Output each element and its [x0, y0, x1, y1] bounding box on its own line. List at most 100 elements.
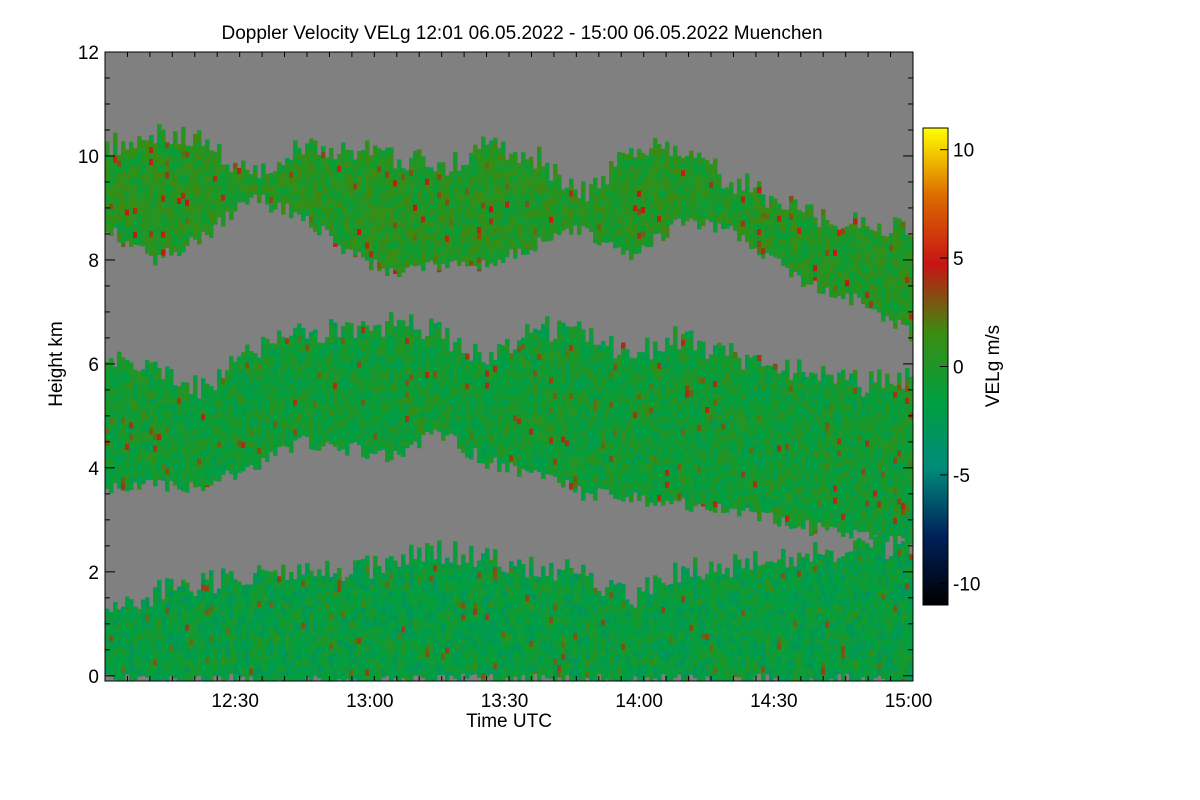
heatmap-cell	[269, 625, 274, 633]
heatmap-cell	[361, 351, 366, 358]
heatmap-cell	[157, 464, 162, 471]
heatmap-cell	[229, 571, 234, 578]
heatmap-cell	[249, 399, 254, 406]
heatmap-cell	[433, 183, 438, 190]
heatmap-cell	[181, 472, 186, 479]
heatmap-cell	[477, 620, 482, 627]
heatmap-cell	[481, 166, 486, 174]
heatmap-cell	[141, 375, 146, 382]
heatmap-cell	[177, 592, 182, 599]
heatmap-cell	[133, 459, 138, 467]
heatmap-cell	[357, 661, 362, 669]
heatmap-cell	[353, 213, 358, 220]
heatmap-cell	[161, 599, 166, 606]
heatmap-cell	[317, 420, 322, 427]
heatmap-cell	[261, 426, 266, 434]
heatmap-cell	[437, 666, 442, 673]
heatmap-cell	[405, 624, 410, 632]
heatmap-cell	[113, 138, 118, 146]
heatmap-cell	[365, 627, 370, 635]
heatmap-cell	[357, 649, 362, 657]
heatmap-cell	[297, 347, 302, 355]
heatmap-cell	[321, 206, 326, 213]
heatmap-cell	[325, 175, 330, 183]
heatmap-cell	[137, 371, 142, 378]
heatmap-cell	[149, 380, 154, 387]
heatmap-cell	[373, 217, 378, 224]
heatmap-cell	[177, 404, 182, 411]
heatmap-cell	[165, 450, 170, 457]
heatmap-cell	[265, 678, 270, 682]
heatmap-cell	[341, 635, 346, 642]
heatmap-cell	[405, 612, 410, 620]
heatmap-cell	[177, 652, 182, 659]
heatmap-cell	[185, 672, 190, 680]
heatmap-cell	[473, 572, 478, 580]
heatmap-cell	[405, 564, 410, 572]
heatmap-cell	[401, 584, 406, 591]
heatmap-cell	[253, 627, 258, 634]
heatmap-cell	[357, 355, 362, 363]
heatmap-cell	[145, 431, 150, 439]
heatmap-cell	[357, 625, 362, 633]
heatmap-cell	[125, 668, 130, 675]
heatmap-cell	[353, 349, 358, 357]
heatmap-cell	[473, 252, 478, 260]
heatmap-cell	[365, 427, 370, 435]
heatmap-cell	[457, 679, 462, 682]
heatmap-cell	[453, 643, 458, 650]
heatmap-cell	[421, 246, 426, 253]
heatmap-cell	[185, 466, 190, 473]
heatmap-cell	[189, 621, 194, 628]
heatmap-cell	[205, 579, 210, 586]
heatmap-cell	[409, 260, 414, 266]
heatmap-cell	[305, 428, 310, 435]
heatmap-cell	[169, 596, 174, 604]
heatmap-cell	[349, 322, 354, 330]
heatmap-cell	[145, 467, 150, 475]
heatmap-cell	[441, 180, 446, 187]
heatmap-cell	[329, 183, 334, 191]
heatmap-cell	[221, 212, 226, 220]
heatmap-cell	[405, 618, 410, 626]
heatmap-cell	[213, 211, 218, 219]
heatmap-cell	[473, 596, 478, 604]
heatmap-cell	[265, 179, 270, 187]
heatmap-cell	[357, 577, 362, 585]
heatmap-cell	[321, 611, 326, 619]
heatmap-cell	[173, 457, 178, 464]
heatmap-cell	[389, 225, 394, 232]
heatmap-cell	[477, 263, 482, 270]
heatmap-cell	[305, 185, 310, 192]
heatmap-cell	[381, 432, 386, 440]
heatmap-cell	[421, 411, 426, 418]
heatmap-cell	[365, 349, 370, 357]
heatmap-cell	[457, 355, 462, 363]
heatmap-cell	[461, 395, 466, 402]
heatmap-cell	[329, 379, 334, 386]
heatmap-cell	[469, 612, 474, 619]
heatmap-cell	[441, 416, 446, 424]
heatmap-cell	[269, 203, 274, 210]
heatmap-cell	[405, 212, 410, 219]
heatmap-cell	[285, 194, 290, 201]
heatmap-cell	[353, 572, 358, 579]
heatmap-cell	[305, 410, 310, 417]
heatmap-cell	[345, 346, 350, 353]
heatmap-cell	[357, 595, 362, 603]
heatmap-cell	[129, 237, 134, 245]
heatmap-cell	[413, 240, 418, 248]
heatmap-cell	[305, 368, 310, 375]
heatmap-cell	[149, 386, 154, 393]
heatmap-cell	[469, 594, 474, 601]
heatmap-cell	[285, 350, 290, 357]
heatmap-cell	[173, 391, 178, 398]
heatmap-cell	[389, 195, 394, 202]
heatmap-cell	[433, 329, 438, 336]
heatmap-cell	[301, 430, 306, 436]
heatmap-cell	[213, 665, 218, 672]
heatmap-cell	[325, 584, 330, 592]
heatmap-cell	[321, 361, 326, 368]
heatmap-cell	[477, 650, 482, 657]
heatmap-cell	[397, 662, 402, 670]
